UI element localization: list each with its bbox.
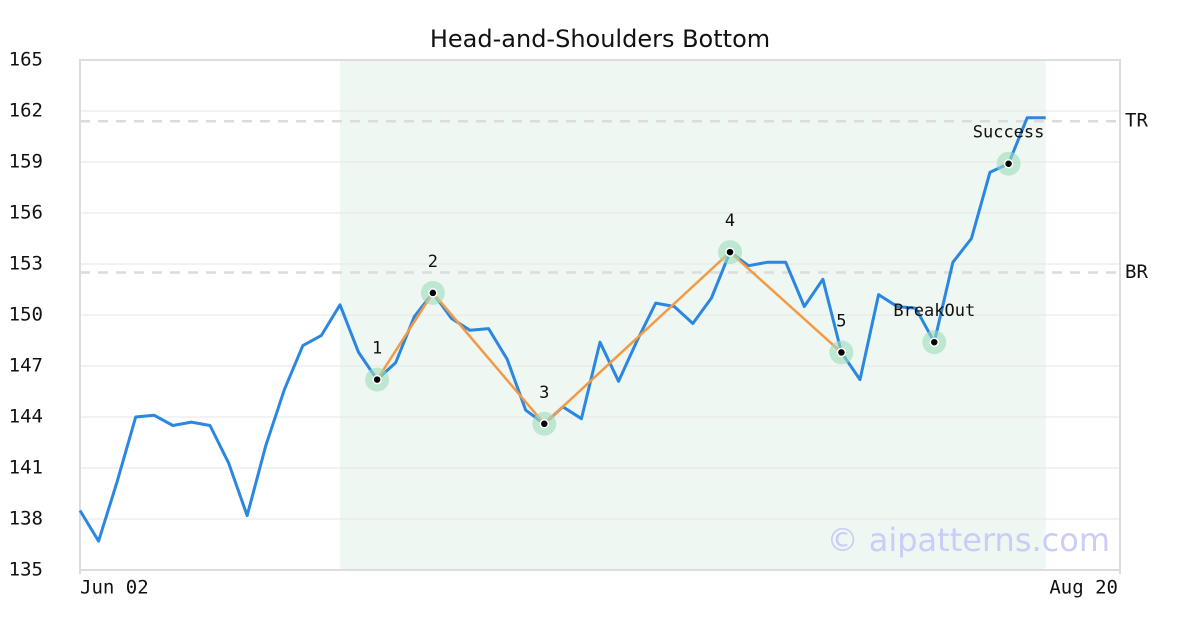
pivot-dot [539,419,550,429]
y-tick-label: 153 [9,253,43,275]
reference-label: TR [1125,110,1148,132]
x-tick-label: Jun 02 [80,577,149,599]
pivot-label: 4 [725,211,735,231]
pivot-dot [929,337,940,347]
pivot-dot [428,288,438,298]
pivot-label: 2 [428,252,438,272]
y-tick-label: 150 [9,304,43,326]
y-tick-label: 156 [9,202,43,224]
plot-frame [79,59,1121,571]
y-tick-label: 147 [9,355,43,377]
y-tick-label: 162 [9,100,43,122]
pivot-label: BreakOut [893,301,975,321]
pivot-label: 5 [836,311,846,331]
reference-label: BR [1125,261,1148,283]
pivot-label: 3 [539,383,549,403]
pivot-dot [836,347,847,358]
chart-title: Head-and-Shoulders Bottom [430,25,770,53]
x-tick-label: Aug 20 [1049,577,1118,599]
y-tick-label: 141 [9,457,43,479]
pivot-dot [372,374,382,385]
y-tick-label: 138 [9,508,43,530]
y-tick-label: 135 [9,559,43,581]
watermark: © aipatterns.com [827,521,1110,559]
y-tick-label: 159 [9,151,43,173]
y-tick-label: 165 [9,49,43,71]
pivot-dot [1003,158,1014,169]
y-tick-label: 144 [9,406,43,428]
pivot-label: 1 [372,339,382,359]
pivot-dot [725,247,735,257]
pivot-label: Success [973,123,1045,143]
